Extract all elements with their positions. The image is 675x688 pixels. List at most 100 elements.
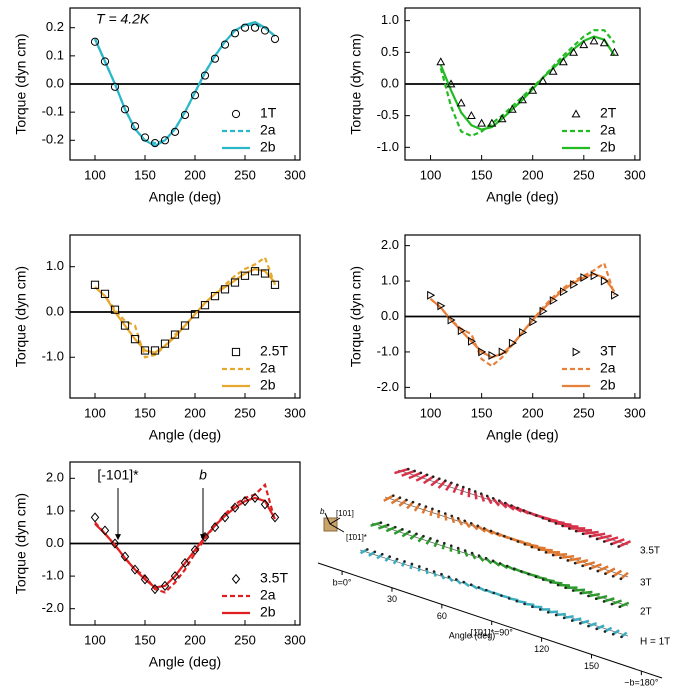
y-tick-label: 1.0 [46, 258, 64, 273]
crystal-axis [329, 523, 345, 533]
moment-arrow [582, 561, 596, 568]
arrow-head [567, 527, 571, 530]
x-tick-label: 150 [134, 632, 156, 647]
data-point [579, 40, 589, 49]
arrow-head [502, 534, 506, 538]
arrow-head [373, 550, 377, 554]
moment-arrow [401, 530, 411, 538]
data-point [446, 79, 456, 88]
data-point [200, 531, 210, 543]
arrow-head [510, 504, 513, 507]
crystal-axis [329, 517, 341, 525]
data-point [140, 133, 150, 142]
legend-symbol [231, 573, 241, 585]
moment-arrow [390, 496, 401, 505]
data-point [220, 285, 230, 294]
y-tick-label: 0.0 [46, 535, 64, 550]
moment-arrow [394, 467, 409, 475]
legend-label: 2a [260, 360, 276, 376]
arrow-head [485, 494, 489, 498]
data-point [210, 292, 220, 301]
data-point [250, 492, 260, 503]
arrow-head [554, 613, 558, 617]
moment-arrow [531, 545, 546, 550]
moment-arrow [385, 525, 396, 533]
arrow-head [470, 551, 474, 555]
arrow-head [500, 594, 503, 597]
arrow-head [436, 539, 439, 543]
arrow-head [443, 512, 447, 515]
y-tick-label: -2.0 [377, 379, 399, 394]
arrow-head [432, 570, 436, 573]
arrow-head [438, 477, 441, 481]
moment-arrow [603, 597, 615, 603]
series-line [94, 255, 277, 359]
x-tick-label: 150 [471, 167, 493, 182]
arrow-head [611, 632, 615, 636]
moment-arrow [610, 538, 625, 546]
legend-symbol [572, 347, 581, 357]
x-tick-label: 100 [84, 405, 106, 420]
row-label: 3.5T [640, 546, 660, 557]
arrow-head [408, 530, 411, 533]
crystal-label: [1̄01]* [346, 533, 367, 542]
arrow-head [496, 532, 499, 535]
y-tick-label: 1.0 [381, 273, 399, 288]
moment-arrow [553, 552, 568, 557]
legend-label: 2b [600, 377, 616, 393]
data-point [140, 346, 150, 355]
arrow-head [422, 534, 425, 538]
arrow-head [587, 594, 590, 598]
data-point [270, 512, 280, 523]
arrow-head [411, 500, 415, 504]
arrow-head [562, 616, 566, 620]
moment-arrow [430, 477, 441, 487]
data-point [120, 105, 130, 114]
arrow-head [551, 553, 555, 557]
arrow-head [456, 483, 459, 487]
arrow-head [477, 586, 480, 589]
angle-tick-label: −b=180° [624, 677, 659, 687]
series-line [94, 482, 277, 594]
x-tick-label: 300 [624, 167, 646, 182]
arrow-head [515, 599, 519, 603]
angle-tick-label: 120 [534, 644, 549, 654]
moment-arrow [588, 621, 598, 628]
arrow-head [440, 572, 443, 576]
moment-arrow [370, 521, 382, 527]
moment-arrow [555, 522, 572, 527]
arrow-head [535, 514, 538, 517]
data-point [457, 326, 466, 336]
inset-diagram: 3.5T 3T 2T H = 1T b=0° 30 60 [1̄01]*=90° 120 150 −… [317, 467, 670, 687]
data-point [558, 57, 568, 66]
arrow-head [603, 630, 607, 633]
moment-arrow [504, 502, 515, 511]
arrow-head [544, 551, 548, 554]
angle-axis-title: Angle (deg) [449, 630, 496, 640]
legend-label: 2b [260, 139, 276, 155]
arrow-head [554, 522, 558, 525]
arrow-head [482, 527, 486, 530]
panel: 100 150 200 250 300 -1.0 -0.5 0.0 0.5 1.0 Angle (d… [348, 7, 646, 205]
data-point [611, 290, 620, 300]
angle-tick-label: b=0° [333, 577, 352, 587]
moment-arrow [562, 524, 579, 528]
arrow-head [516, 540, 520, 543]
legend-label: 2b [600, 139, 616, 155]
arrow-head [462, 580, 466, 584]
x-axis-label: Angle (deg) [149, 189, 221, 205]
arrow-head [596, 569, 600, 573]
x-tick-label: 150 [134, 405, 156, 420]
moment-arrow [574, 559, 589, 565]
arrow-head [579, 591, 583, 595]
data-point [589, 36, 599, 45]
arrow-head [559, 556, 562, 560]
data-point [529, 317, 538, 327]
data-point [180, 321, 190, 330]
legend-label: 2b [260, 604, 276, 620]
arrow-head [531, 605, 534, 609]
y-axis-label: Torque (dyn cm) [13, 493, 29, 594]
arrow-head [561, 524, 564, 528]
data-point [240, 271, 250, 280]
